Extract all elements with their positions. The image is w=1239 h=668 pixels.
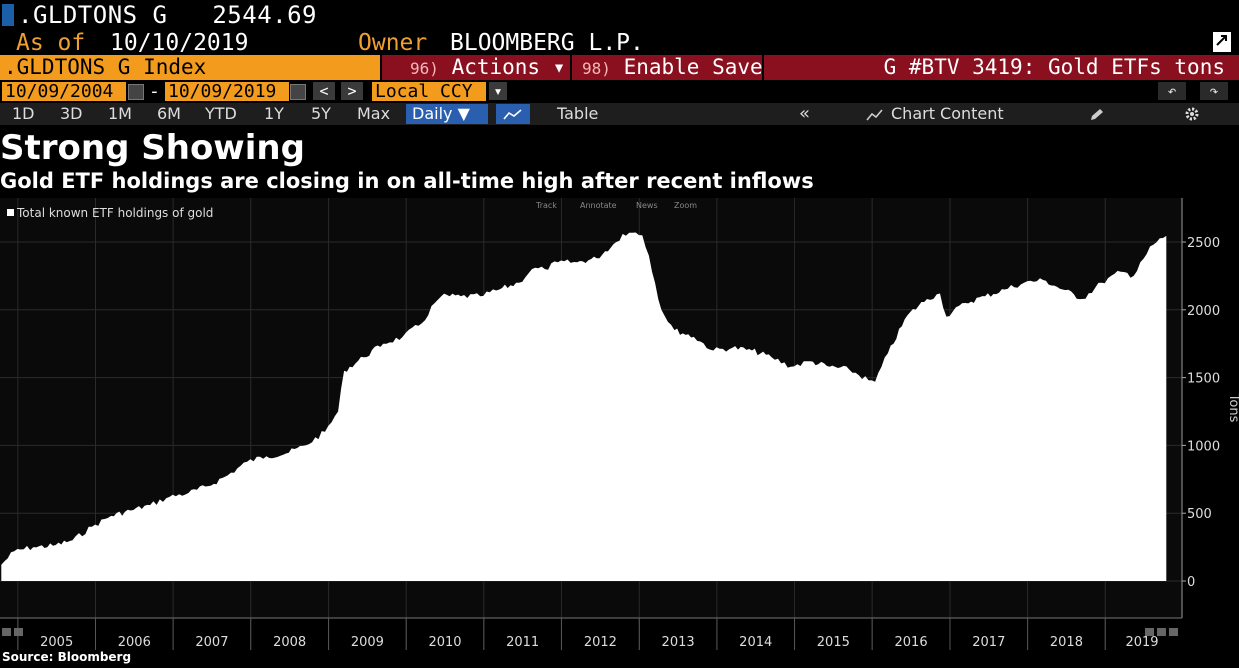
actions-label: Actions ▾ [451,55,566,79]
frequency-select[interactable]: Daily ▼ [406,104,488,124]
calendar-icon[interactable] [290,84,306,100]
range-3d[interactable]: 3D [60,104,83,123]
scroll-right-button[interactable] [1145,628,1154,636]
last-value: 2544.69 [212,1,318,29]
legend-swatch [7,209,14,216]
save-number: 98) [582,59,611,78]
as-of-date: 10/10/2019 [110,30,249,56]
y-tick-label: 2500 [1187,236,1220,251]
table-button[interactable]: Table [557,104,599,123]
x-tick-label: 2010 [428,635,461,650]
calendar-icon[interactable] [128,84,144,100]
chart-title: Strong Showing [0,128,305,168]
y-tick-label: 0 [1187,575,1195,590]
x-tick-label: 2015 [817,635,850,650]
chart-content-button[interactable]: Chart Content [891,104,1004,123]
scroll-right-button[interactable] [1169,628,1178,636]
owner-label: Owner [358,30,428,56]
index-label[interactable]: .GLDTONS G Index [0,55,380,80]
x-tick-label: 2018 [1050,635,1083,650]
prev-period-button[interactable]: < [313,82,335,100]
line-chart-icon[interactable] [496,104,530,124]
start-date-field[interactable]: 10/09/2004 [2,82,126,101]
end-date-field[interactable]: 10/09/2019 [165,82,289,101]
holdings-area [1,232,1167,581]
x-tick-label: 2011 [506,635,539,650]
pencil-icon[interactable] [1089,107,1105,126]
chart-subtitle: Gold ETF holdings are closing in on all-… [0,169,814,193]
y-tick-label: 2000 [1187,304,1220,319]
y-axis-label: Tons [1226,393,1239,423]
toolbar-divider [762,55,764,80]
next-period-button[interactable]: > [341,82,363,100]
track-tool[interactable]: Track [535,201,557,210]
gear-icon[interactable] [1184,106,1200,126]
range-ytd[interactable]: YTD [205,104,237,123]
ticker-marker [2,4,14,26]
range-5y[interactable]: 5Y [311,104,331,123]
source-note: Source: Bloomberg [2,650,132,664]
x-tick-label: 2007 [195,635,228,650]
range-1d[interactable]: 1D [12,104,35,123]
owner-value: BLOOMBERG L.P. [450,30,644,56]
news-tool[interactable]: News [636,201,658,210]
security-header: .GLDTONS G 2544.69 [0,0,1239,30]
range-1y[interactable]: 1Y [264,104,284,123]
scroll-left-button[interactable] [2,628,11,636]
x-tick-label: 2012 [584,635,617,650]
save-label: Enable Save [623,55,763,79]
x-tick-label: 2013 [662,635,695,650]
date-range-row: 10/09/2004 - 10/09/2019 < > Local CCY ▾ … [0,80,1239,102]
currency-select[interactable]: Local CCY [372,82,486,101]
ticker-symbol: .GLDTONS G [18,1,168,29]
function-toolbar: .GLDTONS G Index 96) Actions ▾ 98) Enabl… [0,55,1239,80]
range-1m[interactable]: 1M [108,104,132,123]
actions-button[interactable]: 96) Actions ▾ [410,55,565,80]
as-of-label: As of [16,30,86,56]
x-tick-label: 2014 [739,635,772,650]
actions-number: 96) [410,59,439,78]
date-dash: - [149,81,160,102]
collapse-icon[interactable]: « [799,103,811,124]
y-tick-label: 500 [1187,507,1212,522]
toolbar-divider [570,55,572,80]
legend-label: Total known ETF holdings of gold [16,206,213,220]
y-tick-label: 1000 [1187,439,1220,454]
x-tick-label: 2006 [118,635,151,650]
chevron-down-icon[interactable]: ▾ [489,82,507,100]
asof-row: As of 10/10/2019 Owner BLOOMBERG L.P. [0,30,1239,56]
enable-save-button[interactable]: 98) Enable Save [582,55,763,80]
scroll-right-button[interactable] [1157,628,1166,636]
range-max[interactable]: Max [357,104,391,123]
chart-id: G #BTV 3419: Gold ETFs tons [883,55,1225,79]
etf-holdings-chart[interactable]: 0 500 1000 1500 2000 2500 2005 2006 2007 2008 200… [0,198,1239,650]
ticker-line: .GLDTONS G 2544.69 [18,1,317,29]
x-tick-label: 2016 [895,635,928,650]
range-toolbar: 1D 3D 1M 6M YTD 1Y 5Y Max Daily ▼ Table … [0,103,1239,125]
x-tick-label: 2005 [40,635,73,650]
redo-icon[interactable]: ↷ [1200,82,1228,100]
x-tick-label: 2008 [273,635,306,650]
x-tick-label: 2017 [972,635,1005,650]
scroll-left-button[interactable] [14,628,23,636]
x-tick-label: 2019 [1125,635,1158,650]
chart-content-icon [866,107,884,126]
zoom-tool[interactable]: Zoom [674,201,697,210]
annotate-tool[interactable]: Annotate [580,201,617,210]
y-tick-label: 1500 [1187,372,1220,387]
toolbar-divider [380,55,382,80]
undo-icon[interactable]: ↶ [1158,82,1186,100]
export-icon[interactable] [1213,32,1231,52]
range-6m[interactable]: 6M [157,104,181,123]
x-tick-label: 2009 [351,635,384,650]
